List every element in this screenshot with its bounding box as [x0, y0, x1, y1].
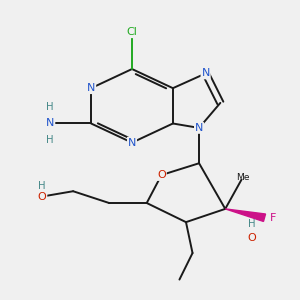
Text: Cl: Cl — [127, 27, 137, 37]
Text: O: O — [38, 192, 46, 202]
Text: N: N — [201, 68, 210, 78]
Text: O: O — [247, 233, 256, 243]
Text: N: N — [87, 83, 95, 93]
Text: H: H — [248, 219, 255, 229]
Text: Me: Me — [236, 173, 250, 182]
Text: H: H — [46, 135, 54, 145]
Text: O: O — [157, 170, 166, 180]
Text: N: N — [195, 123, 203, 133]
Text: F: F — [269, 213, 276, 223]
Text: N: N — [128, 138, 136, 148]
Text: H: H — [46, 102, 54, 112]
Text: N: N — [46, 118, 54, 128]
Polygon shape — [225, 209, 266, 221]
Text: H: H — [38, 181, 46, 191]
